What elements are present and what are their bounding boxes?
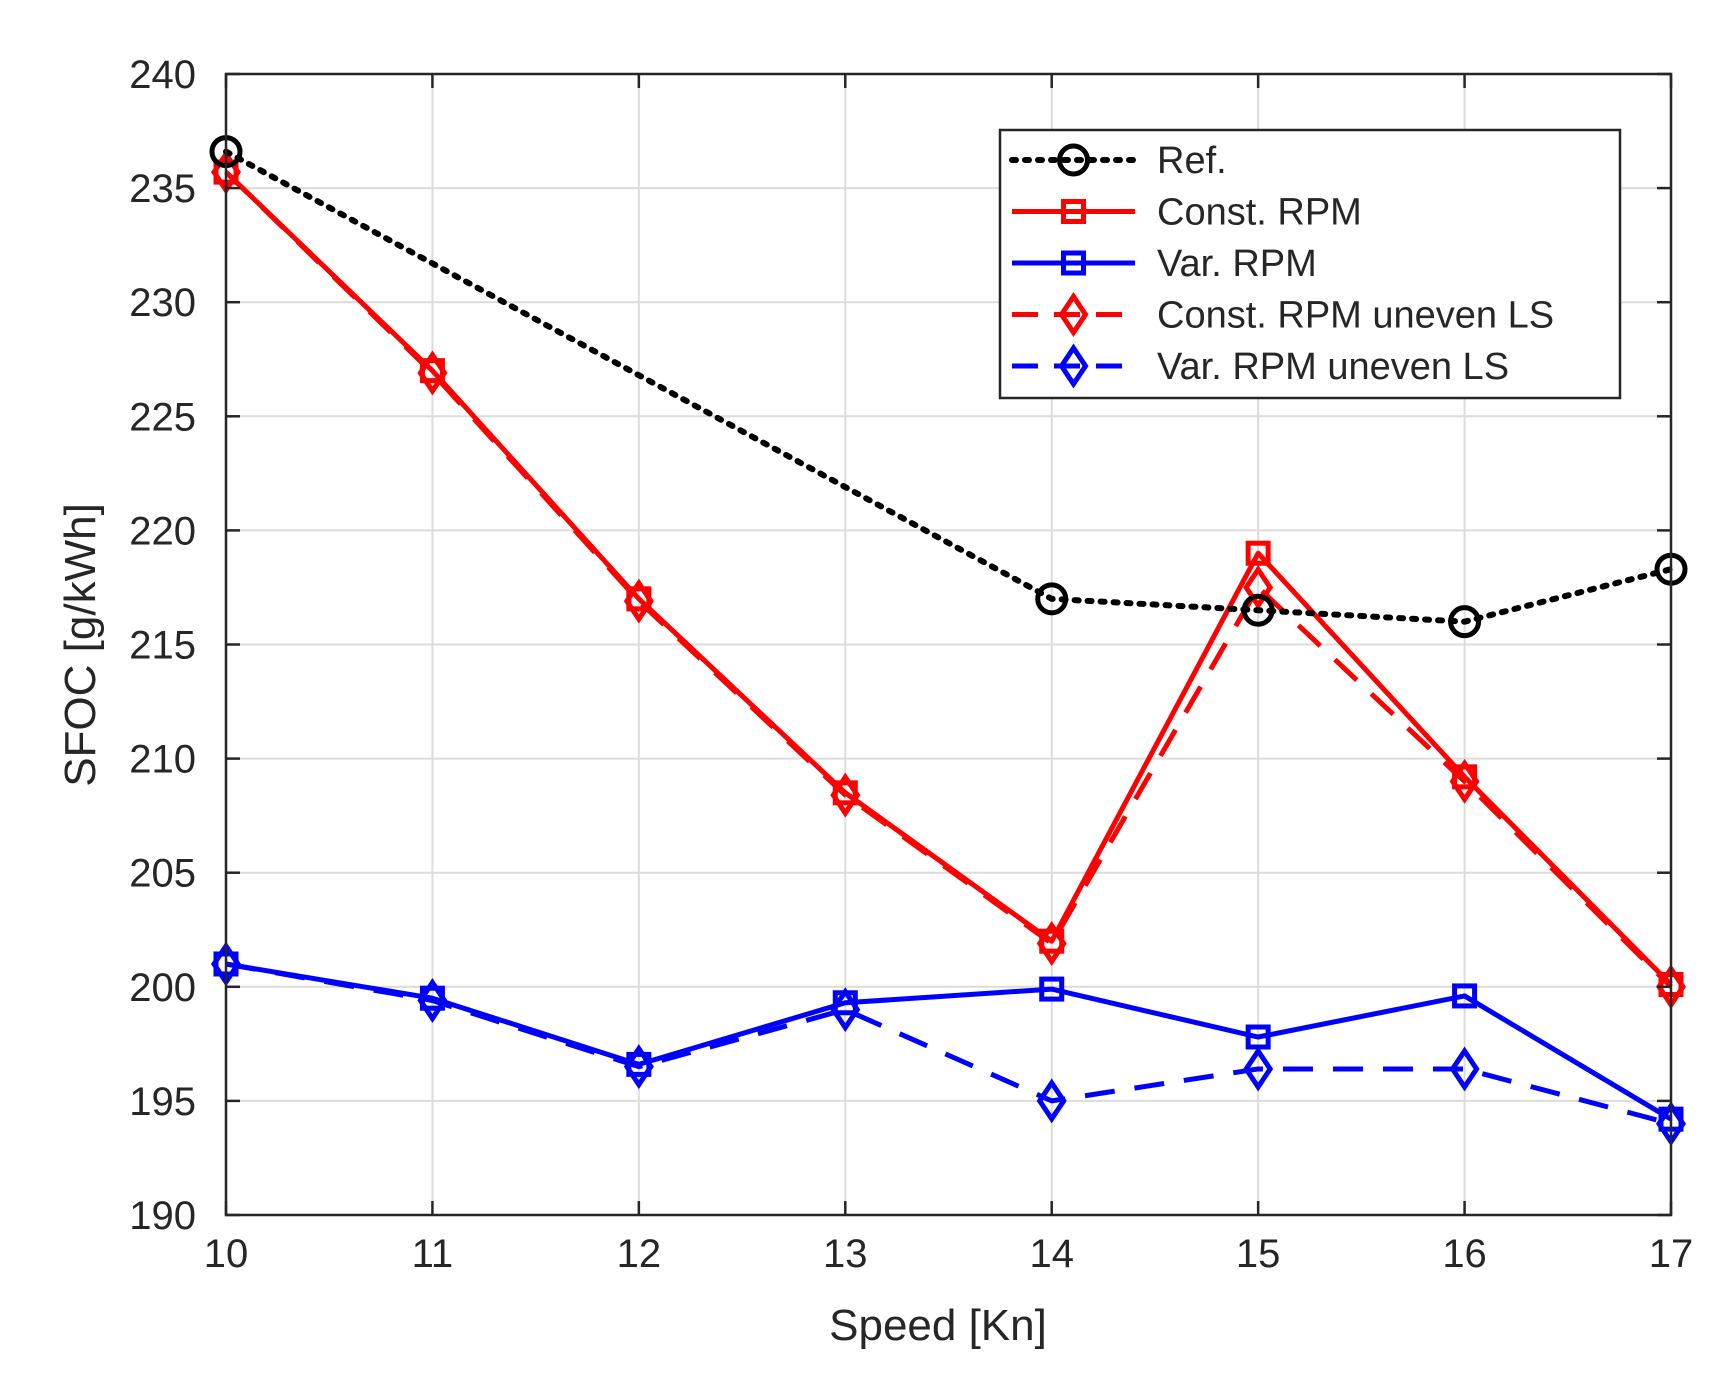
legend-marker-diamond	[1058, 343, 1089, 389]
series-line	[225, 961, 1673, 1122]
y-tick-label: 190	[129, 1194, 196, 1238]
y-tick-label: 230	[129, 281, 196, 325]
data-point-square	[626, 586, 652, 612]
y-tick-label: 200	[129, 966, 196, 1010]
data-point-square	[1452, 764, 1478, 790]
data-point-square	[1039, 976, 1065, 1002]
data-point-square	[1039, 928, 1065, 954]
legend-label: Var. RPM uneven LS	[1157, 346, 1509, 388]
y-tick-label: 235	[129, 167, 196, 211]
legend-label: Const. RPM uneven LS	[1157, 295, 1554, 337]
data-point-square	[419, 985, 445, 1011]
legend-marker-circle	[1057, 143, 1090, 177]
data-point-diamond	[1449, 1046, 1480, 1092]
legend-label: Var. RPM	[1157, 243, 1317, 285]
y-tick-label: 210	[129, 738, 196, 782]
y-tick-label: 205	[129, 852, 196, 896]
y-axis-title: SFOC [g/kWh]	[56, 503, 105, 787]
legend-label: Ref.	[1157, 140, 1227, 182]
series-layer	[209, 135, 1688, 1147]
data-point-square	[1245, 540, 1271, 566]
series-const-rpm	[213, 159, 1684, 998]
legend-entry: Var. RPM uneven LS	[1012, 343, 1509, 389]
series-line	[223, 148, 1674, 625]
y-tick-label: 220	[129, 509, 196, 553]
legend-entry: Const. RPM uneven LS	[1012, 291, 1554, 338]
x-tick-label: 11	[412, 1232, 454, 1276]
x-tick-label: 16	[1442, 1232, 1487, 1276]
legend-label: Const. RPM	[1157, 192, 1362, 234]
data-point-circle	[1035, 582, 1069, 616]
legend-entry: Const. RPM	[1012, 192, 1362, 234]
tick-labels: 10 11 12 13 14 15 16 17 190 195 200 205 210 215 220 225…	[129, 53, 1693, 1276]
x-tick-label: 12	[617, 1232, 662, 1276]
data-point-circle	[1241, 593, 1275, 627]
data-point-diamond	[1243, 1046, 1274, 1092]
legend-marker-diamond	[1058, 291, 1089, 338]
data-point-square	[626, 1051, 652, 1077]
x-axis-title: Speed [Kn]	[829, 1301, 1047, 1350]
series-line	[225, 961, 1672, 1127]
ticks	[224, 72, 1673, 1217]
x-tick-label: 15	[1236, 1232, 1281, 1276]
legend: Ref. Const. RPM Var. RPM Const. RPM uneven …	[998, 128, 1622, 400]
legend-marker-square	[1061, 250, 1086, 276]
legend-marker-square	[1061, 199, 1086, 224]
data-point-square	[1452, 983, 1478, 1009]
legend-entry: Ref.	[1009, 140, 1227, 182]
data-point-circle	[1448, 605, 1482, 639]
data-point-diamond	[1243, 564, 1274, 610]
x-tick-label: 13	[823, 1232, 868, 1276]
x-tick-label: 14	[1029, 1232, 1074, 1276]
y-tick-label: 195	[129, 1080, 196, 1124]
data-point-square	[832, 990, 858, 1016]
data-point-square	[832, 780, 858, 806]
data-point-square	[1245, 1024, 1271, 1050]
legend-entry: Var. RPM	[1012, 243, 1317, 285]
y-tick-label: 240	[129, 53, 196, 97]
x-tick-label: 10	[204, 1232, 249, 1276]
x-tick-label: 17	[1649, 1232, 1694, 1276]
data-point-diamond	[1036, 1078, 1067, 1124]
y-tick-label: 215	[129, 624, 196, 668]
y-tick-label: 225	[129, 395, 196, 439]
series-line	[224, 170, 1673, 987]
data-point-square	[419, 358, 445, 384]
